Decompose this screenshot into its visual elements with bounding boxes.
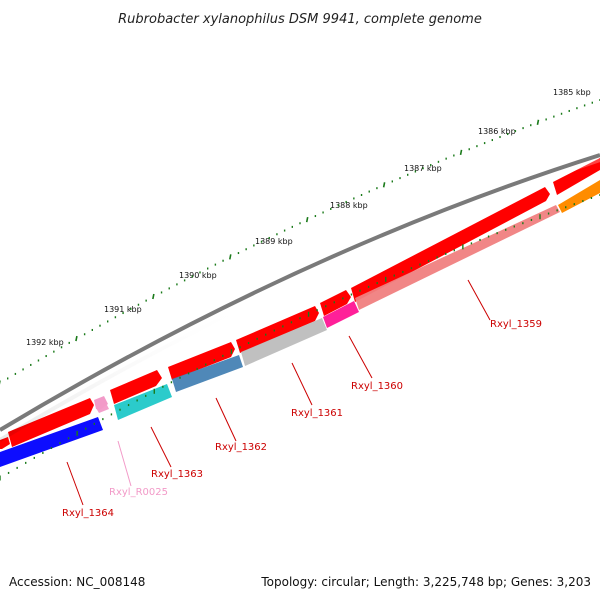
gene-leader-lines [66,279,491,506]
scale-tick [382,182,386,188]
tick-label: 1385 kbp [553,88,591,97]
scale-tick [152,293,155,300]
forward-cds[interactable] [8,398,94,447]
scale-tick [305,216,309,223]
gene-segment-orange[interactable] [558,180,600,213]
tick-label: 1390 kbp [179,271,217,280]
map-title: Rubrobacter xylanophilus DSM 9941, compl… [118,12,482,27]
gene-label-rxyl-r0025[interactable]: Rxyl_R0025 [109,487,168,498]
gene-segment-rxyl-r0025[interactable] [96,403,109,413]
gene-label-rxyl-1360[interactable]: Rxyl_1360 [351,381,403,392]
scale-tick [228,254,232,260]
gene-segment-rxyl-1361[interactable] [241,318,327,366]
gene-segment-rxyl-1362[interactable] [172,355,243,392]
forward-cds[interactable] [320,290,351,316]
forward-strand-features [0,158,600,449]
forward-cds[interactable] [110,370,162,404]
forward-cds[interactable] [351,187,550,302]
forward-cds[interactable] [168,342,235,380]
gene-segment-rxyl-1359[interactable] [355,205,560,310]
tick-label: 1388 kbp [330,201,368,210]
gene-segments [0,205,560,467]
gene-label-rxyl-1364[interactable]: Rxyl_1364 [62,508,114,519]
scale-tick [459,149,463,156]
tick-label: 1391 kbp [104,305,142,314]
tick-label: 1392 kbp [26,338,64,347]
scale-tick [536,119,540,125]
gene-label-rxyl-1359[interactable]: Rxyl_1359 [490,319,542,330]
accession-text: Accession: NC_008148 [9,575,145,589]
gene-label-rxyl-1363[interactable]: Rxyl_1363 [151,469,203,480]
gene-segment-rxyl-1364[interactable] [0,417,103,467]
gene-label-rxyl-1362[interactable]: Rxyl_1362 [215,442,267,453]
forward-cds[interactable] [236,306,319,353]
genome-summary-text: Topology: circular; Length: 3,225,748 bp… [260,575,591,589]
scale-tick [75,335,78,342]
inner-scale-ticks [0,194,600,481]
tick-label: 1386 kbp [478,127,516,136]
forward-cds[interactable] [553,158,600,195]
gene-segment-rxyl-1363[interactable] [114,384,172,420]
gene-segment-rxyl-1360[interactable] [323,301,359,328]
gene-label-rxyl-1361[interactable]: Rxyl_1361 [291,408,343,419]
tick-label: 1389 kbp [255,237,293,246]
genome-backbone [0,153,600,432]
